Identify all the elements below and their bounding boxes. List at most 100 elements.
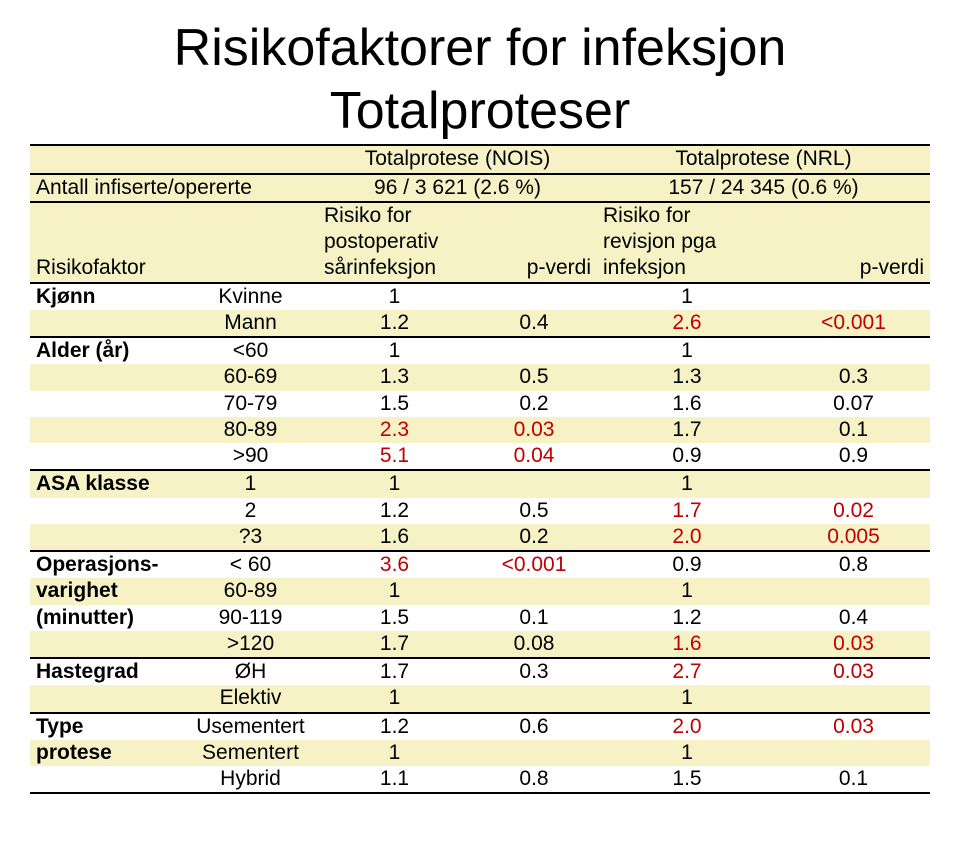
cat: >120 xyxy=(183,631,318,658)
val: 2.7 xyxy=(597,658,777,685)
nrl-risk3: infeksjon xyxy=(597,255,777,282)
val: 2.6 xyxy=(597,310,777,337)
table-row: Kjønn Kvinne 1 1 xyxy=(30,283,930,310)
kjonn-label: Kjønn xyxy=(30,283,183,310)
val: 1.2 xyxy=(318,498,471,524)
val: 0.5 xyxy=(471,364,597,390)
nois-pverdi: p-verdi xyxy=(471,255,597,282)
cat: Elektiv xyxy=(183,685,318,712)
val: 0.07 xyxy=(777,391,930,417)
page-subtitle: Totalproteser xyxy=(30,83,930,140)
val: 0.04 xyxy=(471,443,597,470)
alder-label: Alder (år) xyxy=(30,337,183,364)
val: 0.9 xyxy=(597,551,777,578)
val xyxy=(471,578,597,604)
val: 0.6 xyxy=(471,713,597,740)
op-label1: Operasjons- xyxy=(30,551,183,578)
cat: <60 xyxy=(183,337,318,364)
val: <0.001 xyxy=(471,551,597,578)
hdr-nois: Totalprotese (NOIS) xyxy=(318,145,597,173)
val: 0.08 xyxy=(471,631,597,658)
risk-subhdr-3: Risikofaktor sårinfeksjon p-verdi infeks… xyxy=(30,255,930,282)
cat: Hybrid xyxy=(183,766,318,793)
cat: 1 xyxy=(183,470,318,497)
cat: Kvinne xyxy=(183,283,318,310)
val: 0.3 xyxy=(777,364,930,390)
val xyxy=(777,337,930,364)
op-label2: varighet xyxy=(30,578,183,604)
rf-label: Risikofaktor xyxy=(30,255,183,282)
val xyxy=(777,470,930,497)
val: 0.1 xyxy=(471,605,597,631)
val: 1.2 xyxy=(318,713,471,740)
val: 0.8 xyxy=(471,766,597,793)
val: 0.4 xyxy=(471,310,597,337)
val: 1.7 xyxy=(318,631,471,658)
nois-risk1: Risiko for xyxy=(318,202,471,229)
val: 0.2 xyxy=(471,524,597,551)
count-label: Antall infiserte/opererte xyxy=(30,174,318,202)
val: 1 xyxy=(318,578,471,604)
table-row: Hastegrad ØH 1.7 0.3 2.7 0.03 xyxy=(30,658,930,685)
val: 0.03 xyxy=(777,631,930,658)
cat: ?3 xyxy=(183,524,318,551)
cat: Usementert xyxy=(183,713,318,740)
val xyxy=(777,685,930,712)
val: 0.03 xyxy=(777,658,930,685)
cat: 70-79 xyxy=(183,391,318,417)
val: 1 xyxy=(597,283,777,310)
val: 1.5 xyxy=(318,605,471,631)
val: 0.1 xyxy=(777,417,930,443)
val: 0.8 xyxy=(777,551,930,578)
haste-label: Hastegrad xyxy=(30,658,183,685)
val xyxy=(471,283,597,310)
table-row: 2 1.2 0.5 1.7 0.02 xyxy=(30,498,930,524)
val: 1.5 xyxy=(318,391,471,417)
val: 1.2 xyxy=(318,310,471,337)
val: 1.3 xyxy=(597,364,777,390)
val: 1 xyxy=(597,578,777,604)
val: 0.005 xyxy=(777,524,930,551)
val: 1 xyxy=(318,283,471,310)
val: 0.1 xyxy=(777,766,930,793)
val: 0.02 xyxy=(777,498,930,524)
val: 1 xyxy=(318,337,471,364)
val: 1 xyxy=(318,685,471,712)
table-row: Type Usementert 1.2 0.6 2.0 0.03 xyxy=(30,713,930,740)
val: 3.6 xyxy=(318,551,471,578)
op-label3: (minutter) xyxy=(30,605,183,631)
cat: ØH xyxy=(183,658,318,685)
nrl-pverdi: p-verdi xyxy=(777,255,930,282)
val xyxy=(777,740,930,766)
table-row: Operasjons- < 60 3.6 <0.001 0.9 0.8 xyxy=(30,551,930,578)
cat: 60-69 xyxy=(183,364,318,390)
val xyxy=(471,470,597,497)
val: 1 xyxy=(597,685,777,712)
val: 0.2 xyxy=(471,391,597,417)
risk-subhdr-2: postoperativ revisjon pga xyxy=(30,229,930,255)
val: 1 xyxy=(597,470,777,497)
val: 1.7 xyxy=(597,417,777,443)
val: 1 xyxy=(597,337,777,364)
val: 2.0 xyxy=(597,713,777,740)
nois-risk3: sårinfeksjon xyxy=(318,255,471,282)
val: 1.1 xyxy=(318,766,471,793)
hdr-nrl: Totalprotese (NRL) xyxy=(597,145,930,173)
val: 1 xyxy=(597,740,777,766)
table-row: 70-79 1.5 0.2 1.6 0.07 xyxy=(30,391,930,417)
count-nois: 96 / 3 621 (2.6 %) xyxy=(318,174,597,202)
cat: Sementert xyxy=(183,740,318,766)
val: 0.4 xyxy=(777,605,930,631)
val: 0.9 xyxy=(597,443,777,470)
val: 5.1 xyxy=(318,443,471,470)
val: <0.001 xyxy=(777,310,930,337)
nois-risk2: postoperativ xyxy=(318,229,471,255)
val: 0.3 xyxy=(471,658,597,685)
val xyxy=(471,740,597,766)
table-row: varighet 60-89 1 1 xyxy=(30,578,930,604)
val: 1.6 xyxy=(318,524,471,551)
val: 1 xyxy=(318,740,471,766)
val: 0.9 xyxy=(777,443,930,470)
val: 1.2 xyxy=(597,605,777,631)
val: 1.7 xyxy=(597,498,777,524)
